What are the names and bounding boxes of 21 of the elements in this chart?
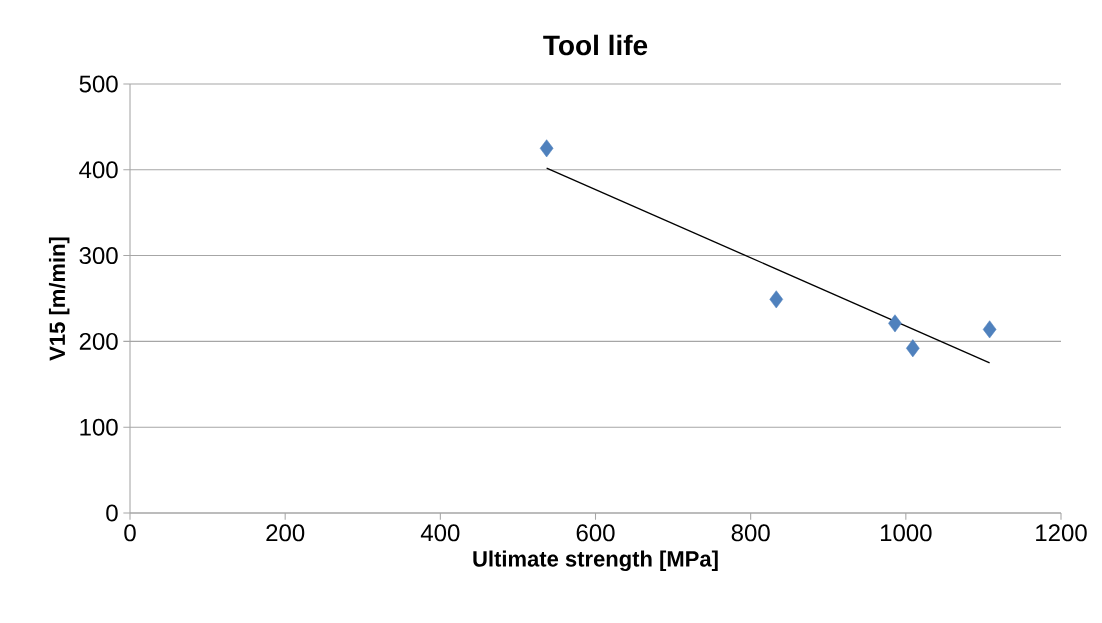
point	[539, 139, 554, 158]
y-tick-label: 500	[79, 75, 118, 93]
point	[982, 320, 997, 339]
y-tick-label: 400	[79, 161, 118, 179]
x-tick-label: 200	[266, 524, 305, 542]
y-tick-label: 200	[79, 332, 118, 350]
x-tick-label: 400	[420, 524, 460, 542]
x-tick-label: 600	[576, 524, 615, 542]
y-axis-title: V15 [m/min]	[48, 237, 70, 361]
x-tick-label: 800	[731, 524, 770, 542]
point	[888, 314, 902, 333]
point	[769, 290, 784, 309]
x-tick-label: 1000	[880, 524, 932, 542]
y-tick-label: 100	[80, 418, 118, 436]
x-axis-title: Ultimate strength [MPa]	[473, 550, 718, 572]
chart-title: Tool life	[543, 34, 648, 56]
x-tick-label: 0	[124, 524, 136, 542]
point	[906, 339, 920, 358]
y-tick-label: 0	[106, 504, 118, 522]
x-tick-label: 1200	[1036, 524, 1087, 542]
y-tick-label: 300	[79, 247, 118, 265]
